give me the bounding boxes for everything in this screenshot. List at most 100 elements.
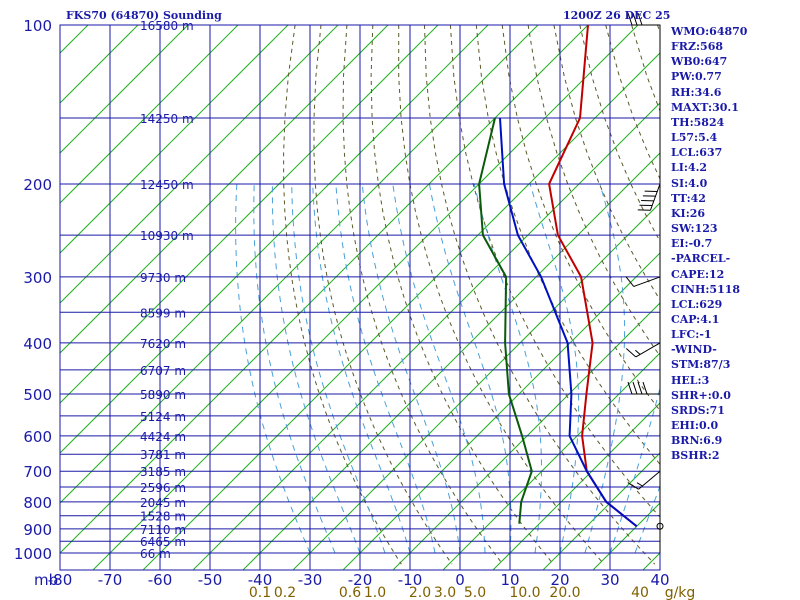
stat-item: WB0:647 [671, 55, 728, 69]
isotherm-line [60, 25, 489, 454]
pressure-label: 800 [23, 494, 52, 512]
isotherm-line [60, 25, 289, 254]
moist-adiabat-line [392, 183, 486, 554]
stat-item: EHI:0.0 [671, 419, 719, 433]
pressure-label: 600 [23, 428, 52, 446]
mixing-ratio-label: 0.1 [249, 585, 271, 600]
dry-adiabat-lines [283, 25, 800, 565]
height-label: 6465 m [140, 535, 186, 549]
wind-barb-flag [632, 12, 638, 26]
stat-item: BRN:6.9 [671, 434, 723, 448]
pressure-label: 900 [23, 521, 52, 539]
temperature-tick-label: 20 [550, 571, 569, 589]
parcel-profile [499, 117, 638, 528]
temperature-tick-label: 40 [650, 571, 669, 589]
stat-item: CAPE:12 [671, 267, 725, 281]
stat-item: -WIND- [671, 343, 717, 357]
height-label: 5124 m [140, 410, 186, 424]
isotherm-line [242, 152, 660, 570]
height-label: 16580 m [140, 19, 194, 33]
stat-item: TT:42 [671, 191, 706, 205]
isotherm-line [60, 25, 439, 404]
temperature-tick-label: 10 [500, 571, 519, 589]
stat-item: RH:34.6 [671, 85, 722, 99]
pressure-label: 1000 [14, 545, 52, 563]
pressure-label: 400 [23, 335, 52, 353]
dry-adiabat-line [313, 25, 453, 565]
height-label: 2596 m [140, 481, 186, 495]
stat-item: -PARCEL- [671, 252, 731, 266]
stat-item: TH:5824 [671, 115, 725, 129]
height-label: 9730 m [140, 271, 186, 285]
moist-adiabat-line [473, 183, 542, 554]
dry-adiabat-line [761, 25, 800, 564]
stat-item: FRZ:568 [671, 40, 724, 54]
wind-barb-staff [638, 470, 661, 490]
stat-item: WMO:64870 [671, 25, 748, 38]
height-label: 5890 m [140, 388, 186, 402]
wind-barb-flag [627, 381, 633, 395]
mixing-ratio-label: 1.0 [364, 585, 386, 600]
dry-adiabat-line [398, 25, 605, 565]
isotherm-line [342, 252, 660, 570]
isotherm-line [392, 302, 660, 570]
dry-adiabat-line [449, 25, 660, 518]
wind-barb-flag [632, 381, 638, 395]
wind-barb-half-flag [636, 482, 643, 487]
mixing-ratio-label: 0.6 [339, 585, 361, 600]
height-label: 6707 m [140, 364, 186, 378]
stat-item: SRDS:71 [671, 403, 725, 417]
isotherm-line [60, 25, 539, 504]
isotherm-line [492, 402, 660, 570]
isotherm-line [442, 352, 660, 570]
temperature-tick-label: -80 [48, 571, 73, 589]
temperature-tick-label: -20 [348, 571, 373, 589]
wind-barb-flag [625, 276, 635, 287]
temperature-tick-label: -30 [298, 571, 323, 589]
moist-adiabat-line [634, 484, 660, 554]
pressure-label: 500 [23, 386, 52, 404]
pressure-label: 700 [23, 463, 52, 481]
moist-adiabat-line [271, 183, 361, 554]
stat-item: SHR+:0.0 [671, 388, 731, 402]
temperature-tick-label: 30 [600, 571, 619, 589]
stat-item: MAXT:30.1 [671, 100, 739, 114]
dry-adiabat-line [283, 25, 402, 565]
x-axis-label: mb [34, 571, 58, 589]
temperature-tick-label: -40 [248, 571, 273, 589]
isotherm-line [60, 25, 389, 354]
sounding-time: 1200Z 26 DEC 25 [563, 9, 671, 22]
temperature-tick-label: 0 [455, 571, 465, 589]
wind-barb-flag [637, 12, 643, 26]
height-label: 7620 m [140, 337, 186, 351]
stat-item: CINH:5118 [671, 282, 741, 296]
wind-barb-half-flag [635, 349, 641, 355]
temperature-tick-label: -50 [198, 571, 223, 589]
stat-item: PW:0.77 [671, 70, 722, 84]
station-title: FKS70 (64870) Sounding [66, 9, 222, 22]
moist-adiabat-line [361, 183, 461, 554]
height-label: 3781 m [140, 448, 186, 462]
mixing-ratio-label: 3.0 [434, 585, 456, 600]
height-label: 14250 m [140, 112, 194, 126]
sounding-profiles [478, 24, 638, 528]
moist-adiabat-line [235, 183, 311, 554]
mixing-ratio-label: 0.2 [274, 585, 296, 600]
stat-item: EI:-0.7 [671, 237, 713, 251]
isotherm-line [60, 25, 239, 204]
wind-barb-flag [637, 381, 643, 395]
stat-item: LFC:-1 [671, 328, 712, 342]
height-label: 10930 m [140, 229, 194, 243]
height-label: 3185 m [140, 465, 186, 479]
isotherm-line [60, 25, 139, 104]
stat-item: STM:87/3 [671, 358, 731, 372]
isotherm-line [60, 25, 589, 554]
stat-item: L57:5.4 [671, 131, 718, 145]
dry-adiabat-line [424, 25, 656, 565]
pressure-label: 100 [23, 17, 52, 35]
stat-item: BSHR:2 [671, 449, 720, 463]
wind-barb-staff [649, 183, 661, 211]
wind-barb-staff [633, 276, 661, 287]
